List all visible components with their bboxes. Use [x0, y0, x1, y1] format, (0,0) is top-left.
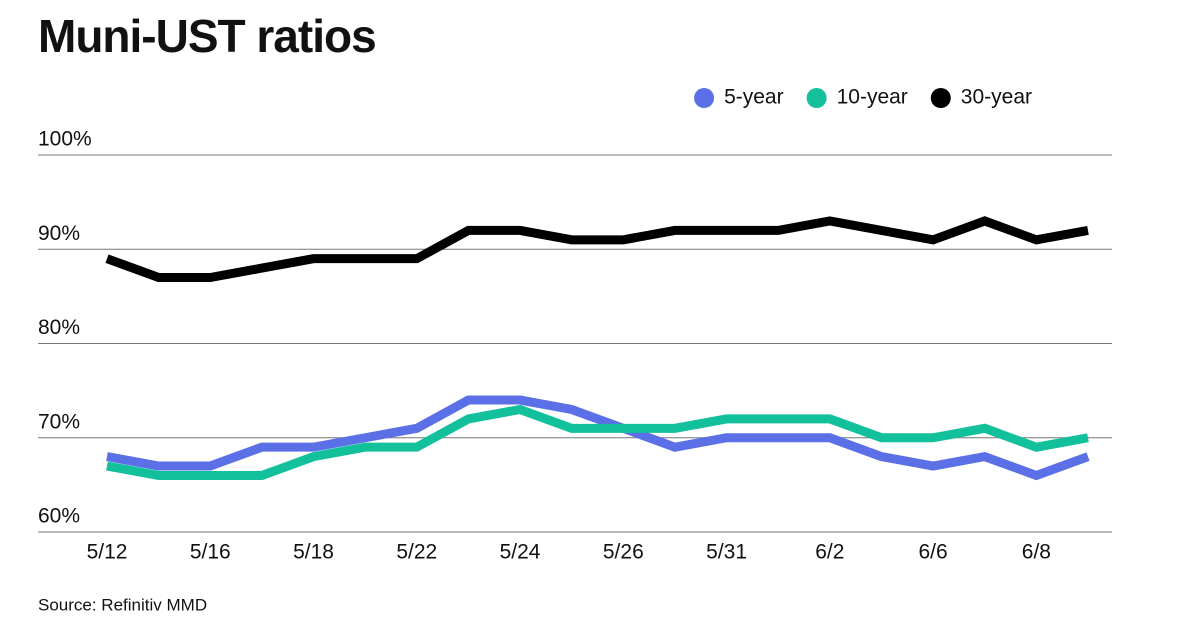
y-tick-label: 90% [38, 222, 80, 245]
x-tick-label: 5/16 [190, 541, 231, 564]
y-tick-label: 100% [38, 128, 92, 151]
data-line [106, 404, 1089, 480]
data-line [105, 216, 1089, 283]
x-tick-label: 5/24 [500, 541, 541, 564]
data-line [106, 395, 1090, 481]
x-tick-label: 5/12 [87, 541, 128, 564]
y-tick-label: 70% [38, 410, 80, 433]
legend-label: 5-year [724, 86, 784, 109]
x-tick-label: 5/22 [396, 541, 437, 564]
x-tick-label: 5/26 [603, 541, 644, 564]
legend-label: 30-year [961, 86, 1032, 109]
x-tick-label: 5/31 [706, 541, 747, 564]
x-tick-label: 6/6 [919, 541, 948, 564]
x-tick-label: 6/8 [1022, 541, 1051, 564]
x-tick-label: 6/2 [815, 541, 844, 564]
chart-title: Muni-UST ratios [38, 10, 376, 62]
x-tick-label: 5/18 [293, 541, 334, 564]
legend-label: 10-year [837, 86, 908, 109]
source-note: Source: Refinitiv MMD [38, 595, 207, 614]
legend-marker [806, 88, 827, 108]
y-tick-label: 60% [38, 505, 80, 528]
y-tick-label: 80% [38, 316, 80, 339]
legend-marker [694, 88, 715, 108]
legend-marker [930, 88, 951, 108]
